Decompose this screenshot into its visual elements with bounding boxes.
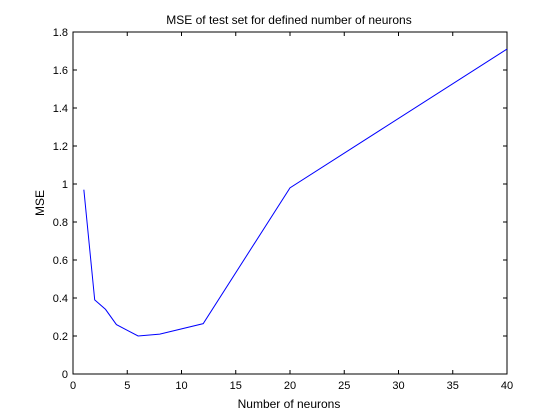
y-tick-label: 0.4 [53,293,68,305]
x-tick-label: 20 [284,380,296,392]
y-tick-label: 1.6 [53,65,68,77]
x-tick-label: 0 [70,380,76,392]
y-axis-label: MSE [33,190,47,216]
y-tick-label: 0.2 [53,331,68,343]
x-axis-label: Number of neurons [238,397,341,411]
x-tick-label: 25 [338,380,350,392]
x-tick-label: 10 [175,380,187,392]
x-tick-label: 35 [447,380,459,392]
x-tick-label: 30 [392,380,404,392]
x-tick-label: 40 [501,380,513,392]
axes-box [72,31,508,375]
x-tick-label: 5 [124,380,130,392]
y-tick-label: 1.8 [53,27,68,39]
y-tick-label: 0.6 [53,255,68,267]
y-tick-label: 1.2 [53,141,68,153]
y-tick-label: 1 [62,179,68,191]
y-tick-label: 0 [62,369,68,381]
y-tick-label: 0.8 [53,217,68,229]
x-tick-label: 15 [230,380,242,392]
y-tick-label: 1.4 [53,103,68,115]
chart-title: MSE of test set for defined number of ne… [166,13,411,27]
series-line [83,48,508,337]
plot-area: 0 5 10 15 20 25 30 35 40 0 0.2 0.4 0.6 0.8 1 1.2 1.4 1.6 1… [53,27,513,392]
